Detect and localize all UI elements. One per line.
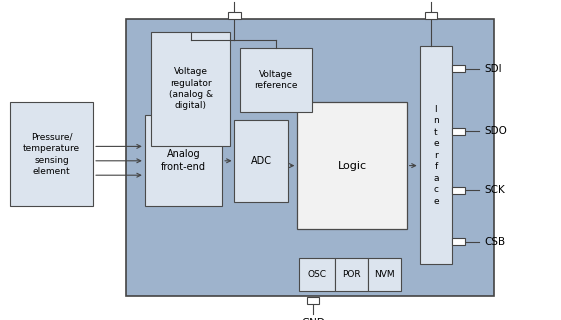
Bar — [335, 258, 368, 291]
Text: GND: GND — [301, 318, 325, 320]
Text: OSC: OSC — [308, 270, 327, 279]
Bar — [151, 32, 230, 146]
Bar — [452, 238, 465, 245]
Text: Analog
front-end: Analog front-end — [161, 149, 206, 172]
Text: POR: POR — [342, 270, 361, 279]
Bar — [297, 102, 407, 229]
Text: NVM: NVM — [374, 270, 394, 279]
Text: Logic: Logic — [338, 161, 366, 171]
Bar — [145, 115, 222, 206]
Text: SCK: SCK — [485, 185, 505, 196]
Bar — [240, 48, 312, 112]
Text: CSB: CSB — [485, 236, 506, 247]
Bar — [10, 102, 93, 206]
Bar — [368, 258, 401, 291]
Text: Pressure/
temperature
sensing
element: Pressure/ temperature sensing element — [23, 133, 80, 176]
Text: Voltage
reference: Voltage reference — [254, 70, 298, 90]
Bar — [425, 12, 437, 19]
Text: SDO: SDO — [485, 126, 508, 136]
Text: SDI: SDI — [485, 64, 502, 74]
Text: I
n
t
e
r
f
a
c
e: I n t e r f a c e — [433, 105, 439, 205]
Bar — [452, 187, 465, 194]
Bar — [452, 65, 465, 72]
Text: ADC: ADC — [251, 156, 272, 166]
Bar — [420, 46, 452, 264]
Text: Voltage
regulator
(analog &
digital): Voltage regulator (analog & digital) — [169, 67, 213, 110]
Bar — [307, 297, 319, 304]
Bar — [452, 128, 465, 135]
Bar — [126, 19, 494, 296]
Bar — [234, 120, 288, 202]
Bar — [228, 12, 241, 19]
Bar — [299, 258, 335, 291]
